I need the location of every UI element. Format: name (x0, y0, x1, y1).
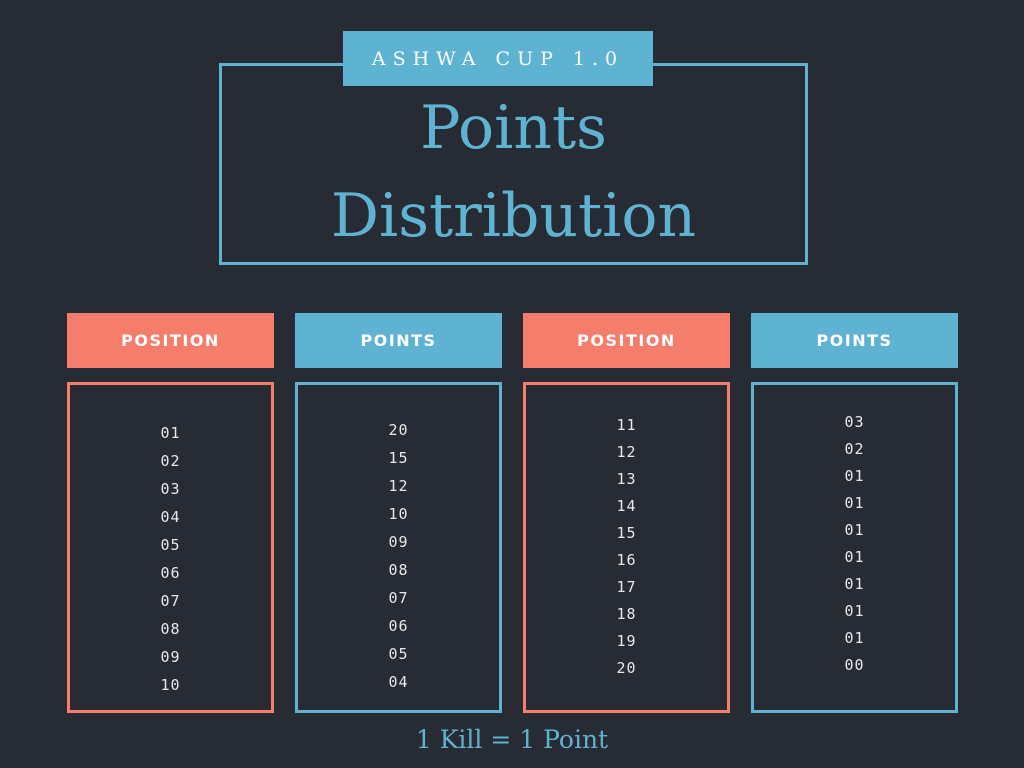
position-cell: 19 (616, 632, 637, 650)
column-values-box: 20 15 12 10 09 08 07 06 05 04 (295, 382, 502, 713)
column-header: POSITION (523, 313, 730, 368)
position-cell: 07 (160, 592, 181, 610)
position-cell: 04 (160, 508, 181, 526)
points-cell: 01 (844, 575, 865, 593)
points-cell: 08 (388, 561, 409, 579)
page-title-line-1: Points (420, 93, 607, 163)
position-cell: 12 (616, 443, 637, 461)
position-cell: 09 (160, 648, 181, 666)
points-cell: 20 (388, 421, 409, 439)
position-cell: 10 (160, 676, 181, 694)
points-cell: 07 (388, 589, 409, 607)
position-cell: 15 (616, 524, 637, 542)
points-cell: 12 (388, 477, 409, 495)
position-cell: 01 (160, 424, 181, 442)
points-cell: 01 (844, 521, 865, 539)
kill-points-note: 1 Kill = 1 Point (415, 725, 609, 754)
column-header: POSITION (67, 313, 274, 368)
points-cell: 00 (844, 656, 865, 674)
points-cell: 06 (388, 617, 409, 635)
points-column-1: POINTS 20 15 12 10 09 08 07 06 05 04 (295, 313, 502, 713)
column-values-box: 01 02 03 04 05 06 07 08 09 10 (67, 382, 274, 713)
column-values-box: 03 02 01 01 01 01 01 01 01 00 (751, 382, 958, 713)
position-cell: 13 (616, 470, 637, 488)
points-cell: 01 (844, 629, 865, 647)
points-cell: 03 (844, 413, 865, 431)
page-title-line-2: Distribution (330, 181, 697, 251)
points-cell: 01 (844, 467, 865, 485)
points-cell: 09 (388, 533, 409, 551)
position-cell: 05 (160, 536, 181, 554)
position-column-1: POSITION 01 02 03 04 05 06 07 08 09 10 (67, 313, 274, 713)
position-cell: 08 (160, 620, 181, 638)
points-cell: 01 (844, 548, 865, 566)
points-cell: 01 (844, 494, 865, 512)
position-cell: 14 (616, 497, 637, 515)
points-cell: 15 (388, 449, 409, 467)
points-cell: 01 (844, 602, 865, 620)
position-cell: 11 (616, 416, 637, 434)
position-cell: 18 (616, 605, 637, 623)
position-cell: 16 (616, 551, 637, 569)
column-header: POINTS (751, 313, 958, 368)
event-badge: ASHWA CUP 1.0 (343, 31, 653, 86)
column-values-box: 11 12 13 14 15 16 17 18 19 20 (523, 382, 730, 713)
column-header: POINTS (295, 313, 502, 368)
position-cell: 06 (160, 564, 181, 582)
position-cell: 17 (616, 578, 637, 596)
points-column-2: POINTS 03 02 01 01 01 01 01 01 01 00 (751, 313, 958, 713)
points-cell: 05 (388, 645, 409, 663)
position-cell: 03 (160, 480, 181, 498)
points-cell: 04 (388, 673, 409, 691)
position-cell: 20 (616, 659, 637, 677)
points-cell: 10 (388, 505, 409, 523)
points-cell: 02 (844, 440, 865, 458)
position-cell: 02 (160, 452, 181, 470)
position-column-2: POSITION 11 12 13 14 15 16 17 18 19 20 (523, 313, 730, 713)
